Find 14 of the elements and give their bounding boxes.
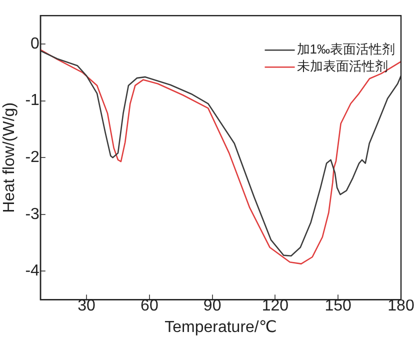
x-tick-label: 90 — [203, 298, 222, 315]
y-tick-label: -2 — [25, 149, 40, 166]
y-tick-label: 0 — [30, 35, 40, 52]
x-axis-title: Temperature/℃ — [164, 318, 277, 336]
x-tick-label: 60 — [140, 298, 158, 315]
x-tick-label: 180 — [388, 298, 414, 315]
legend-label: 未加表面活性剂 — [296, 58, 388, 74]
x-tick-label: 30 — [78, 298, 96, 315]
x-tick-label: 120 — [262, 298, 289, 315]
y-tick-label: -4 — [25, 262, 40, 280]
legend-label: 加1‰表面活性剂 — [296, 42, 396, 57]
y-tick-label: -1 — [25, 92, 40, 110]
y-axis-title: Heat flow/(W/g) — [1, 102, 18, 213]
y-tick-label: -3 — [25, 206, 40, 223]
